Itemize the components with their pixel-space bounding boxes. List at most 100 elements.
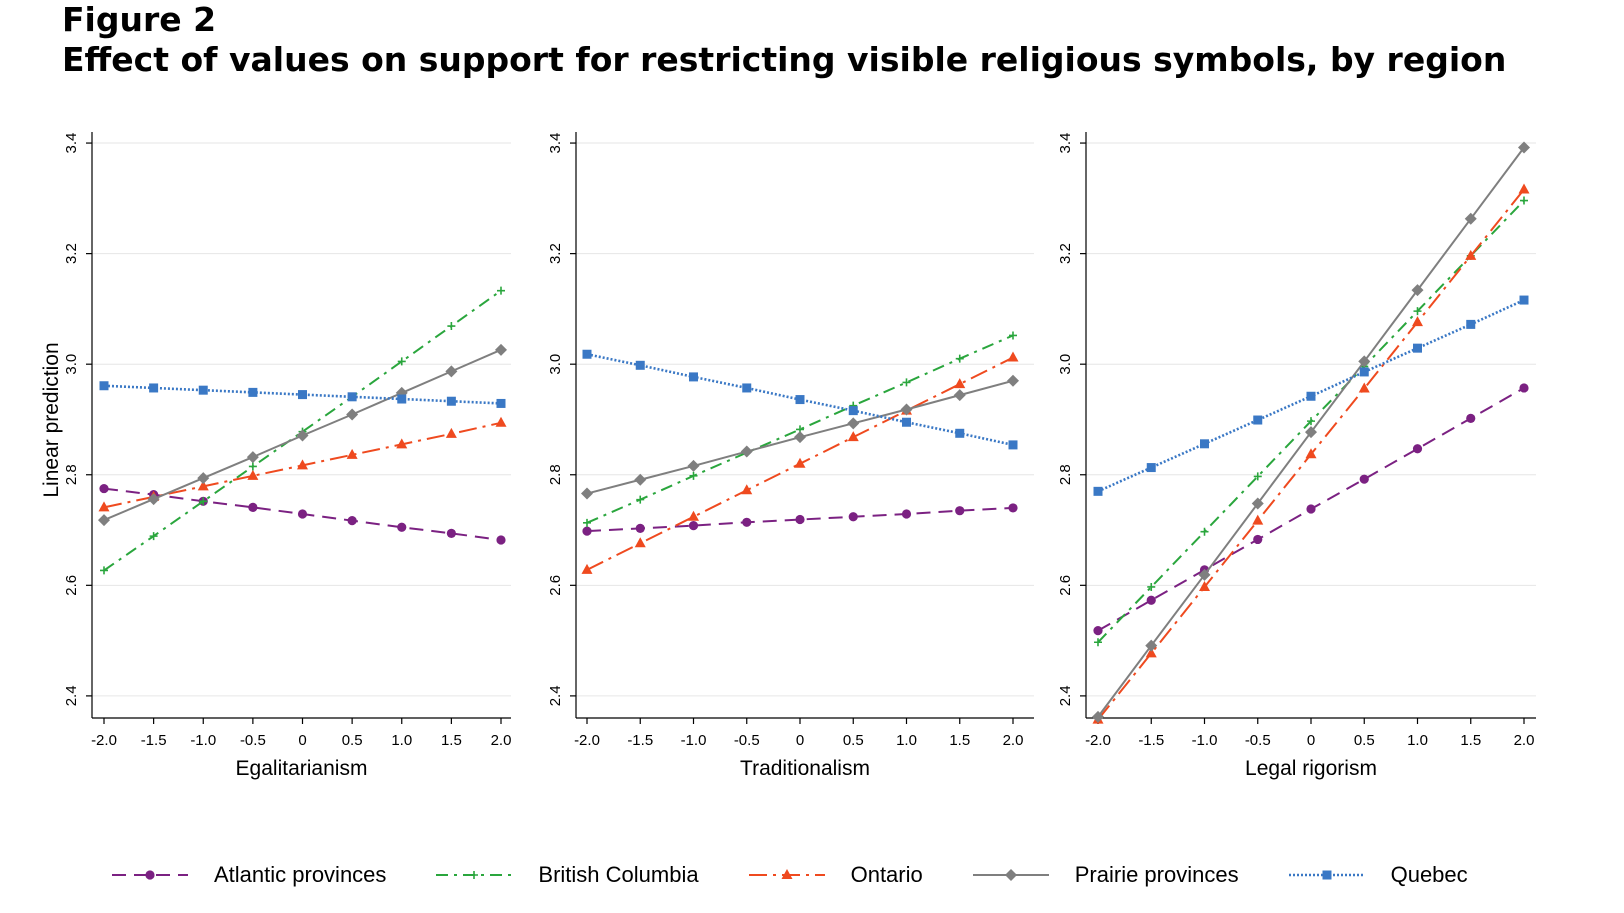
- x-tick-label: 1.0: [896, 732, 917, 749]
- data-point-quebec: [635, 360, 645, 370]
- legend-label-bc: British Columbia: [538, 862, 699, 887]
- data-point-bc: [1520, 196, 1528, 205]
- data-point-ontario: [445, 427, 457, 438]
- data-point-quebec: [795, 395, 805, 405]
- x-tick-label: -2.0: [574, 732, 600, 749]
- data-point-bc: [397, 357, 406, 366]
- data-point-prairie: [1198, 568, 1211, 581]
- data-point-atlantic: [347, 516, 357, 526]
- data-point-bc: [902, 378, 911, 387]
- data-point-prairie: [794, 431, 806, 444]
- legend-swatch-quebec: [1288, 870, 1365, 880]
- data-point-quebec: [298, 390, 307, 400]
- y-tick-label: 3.0: [63, 354, 80, 375]
- y-tick-label: 2.6: [547, 575, 564, 596]
- chart-panel-3: 2.4 2.6 2.8 3.0 3.2 3.4 -2.0 -1.5 -1.0 -0.5 0 0.5 1.…: [1057, 132, 1536, 780]
- x-tick-label: -1.5: [141, 732, 167, 749]
- data-point-bc: [636, 495, 645, 504]
- data-point-atlantic: [1412, 444, 1423, 454]
- x-axis-title: Legal rigorism: [1245, 757, 1377, 780]
- data-point-prairie: [445, 365, 458, 378]
- data-point-atlantic: [1253, 534, 1263, 545]
- data-point-quebec: [689, 372, 698, 382]
- data-point-ontario: [1007, 351, 1019, 362]
- data-point-bc: [100, 566, 108, 575]
- data-point-bc: [248, 462, 257, 471]
- data-point-atlantic: [297, 509, 308, 519]
- data-point-ontario: [1358, 382, 1370, 393]
- data-point-ontario: [297, 459, 308, 470]
- legend-label-ontario: Ontario: [850, 862, 923, 887]
- data-point-quebec: [1093, 486, 1103, 496]
- data-point-ontario: [1252, 514, 1264, 525]
- data-point-ontario: [1518, 183, 1530, 194]
- series-line-atlantic: [586, 506, 1014, 533]
- data-point-atlantic: [688, 521, 699, 531]
- data-point-prairie: [1007, 374, 1019, 387]
- y-tick-label: 3.4: [1057, 133, 1074, 154]
- data-point-atlantic: [248, 502, 258, 512]
- x-tick-label: 2.0: [491, 732, 512, 749]
- x-tick-label: -1.0: [190, 732, 216, 749]
- data-point-prairie: [495, 343, 507, 356]
- series-line-bc: [586, 334, 1014, 524]
- legend-label-atlantic: Atlantic provinces: [214, 862, 387, 887]
- figure-label: Figure 2: [62, 0, 217, 39]
- figure-title: Effect of values on support for restrict…: [62, 40, 1507, 79]
- legend-label-prairie: Prairie provinces: [1074, 862, 1239, 887]
- data-point-atlantic: [901, 509, 912, 519]
- legend-swatch-bc: [436, 871, 513, 879]
- chart-legend: Atlantic provinces British Columbia Onta…: [110, 858, 1516, 892]
- y-tick-label: 2.6: [1057, 575, 1074, 596]
- data-point-ontario: [794, 457, 806, 468]
- data-point-prairie: [1305, 426, 1317, 439]
- data-point-prairie: [147, 493, 160, 506]
- legend-label-quebec: Quebec: [1390, 862, 1468, 887]
- x-tick-label: -2.0: [1085, 732, 1111, 749]
- y-tick-label: 2.4: [547, 685, 564, 706]
- data-point-prairie: [1092, 710, 1104, 723]
- data-point-bc: [689, 471, 698, 480]
- data-point-atlantic: [1146, 595, 1156, 605]
- data-point-quebec: [1413, 343, 1422, 353]
- data-point-atlantic: [955, 506, 965, 516]
- legend-marker-ontario: [781, 869, 793, 879]
- data-point-ontario: [1412, 316, 1423, 327]
- data-point-ontario: [1465, 249, 1477, 260]
- data-point-ontario: [634, 537, 646, 548]
- data-point-quebec: [1008, 440, 1018, 450]
- data-point-quebec: [902, 417, 911, 427]
- data-point-prairie: [346, 408, 359, 421]
- y-tick-label: 2.4: [1057, 685, 1074, 706]
- legend-marker-quebec: [1322, 870, 1332, 880]
- legend-item-ontario: Ontario: [747, 862, 923, 888]
- data-point-bc: [1307, 417, 1315, 426]
- data-point-ontario: [741, 484, 753, 495]
- x-tick-label: 0: [1307, 732, 1315, 749]
- data-point-prairie: [1411, 284, 1424, 297]
- data-point-ontario: [688, 510, 699, 521]
- data-point-bc: [955, 354, 964, 363]
- data-point-quebec: [742, 383, 752, 393]
- data-point-prairie: [98, 514, 110, 527]
- chart-panel-2: 2.4 2.6 2.8 3.0 3.2 3.4 -2.0 -1.5 -1.0 -0.5 0 0.5 1.…: [547, 132, 1034, 780]
- legend-item-bc: British Columbia: [434, 862, 699, 888]
- x-tick-label: -1.0: [681, 732, 707, 749]
- legend-item-quebec: Quebec: [1287, 862, 1468, 888]
- y-tick-label: 2.8: [1057, 464, 1074, 485]
- x-tick-label: 0.5: [843, 732, 864, 749]
- data-point-atlantic: [742, 517, 752, 527]
- data-point-prairie: [740, 445, 753, 458]
- data-point-quebec: [99, 381, 109, 391]
- data-point-prairie: [246, 451, 259, 464]
- data-point-quebec: [1359, 367, 1369, 377]
- data-point-atlantic: [397, 522, 407, 532]
- data-point-ontario: [1145, 647, 1157, 658]
- data-point-atlantic: [1008, 503, 1018, 513]
- data-point-quebec: [848, 406, 858, 416]
- data-point-quebec: [198, 385, 208, 395]
- data-point-quebec: [582, 349, 592, 359]
- data-point-quebec: [496, 398, 506, 408]
- data-point-prairie: [197, 472, 210, 485]
